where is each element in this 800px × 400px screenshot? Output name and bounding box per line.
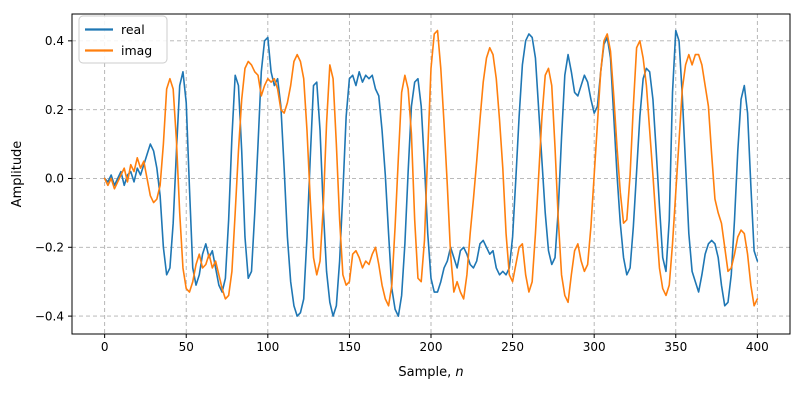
- y-axis-label: Amplitude: [10, 141, 25, 208]
- y-tick-label-0: 0.0: [45, 172, 64, 186]
- x-tick-label-250: 250: [501, 340, 524, 354]
- y-tick-label--0.2: −0.2: [35, 240, 64, 254]
- series-line-imag: [103, 29, 759, 307]
- x-tick-label-150: 150: [338, 340, 361, 354]
- x-tick-label-0: 0: [101, 340, 109, 354]
- x-tick-label-400: 400: [746, 340, 769, 354]
- legend-item-imag: imag: [85, 43, 152, 58]
- axis-ticks: [68, 40, 758, 338]
- y-tick-label-0.2: 0.2: [45, 103, 64, 117]
- x-tick-label-50: 50: [179, 340, 194, 354]
- x-tick-label-200: 200: [420, 340, 443, 354]
- x-tick-label-100: 100: [256, 340, 279, 354]
- y-tick-label--0.4: −0.4: [35, 309, 64, 323]
- x-tick-label-350: 350: [664, 340, 687, 354]
- y-tick-label-0.4: 0.4: [45, 34, 64, 48]
- legend-label-imag: imag: [121, 43, 152, 58]
- x-axis-label: Sample, n: [398, 365, 463, 380]
- x-tick-label-300: 300: [583, 340, 606, 354]
- axis-tick-labels: 0 50 100 150 200 250 300 350 400 −0.4 −0.2 0.0 0.2 0.…: [35, 34, 769, 354]
- series-lines: [103, 29, 759, 317]
- series-line-real: [103, 29, 759, 317]
- legend: real imag: [78, 15, 168, 64]
- legend-item-real: real: [85, 22, 145, 37]
- legend-label-real: real: [121, 22, 145, 37]
